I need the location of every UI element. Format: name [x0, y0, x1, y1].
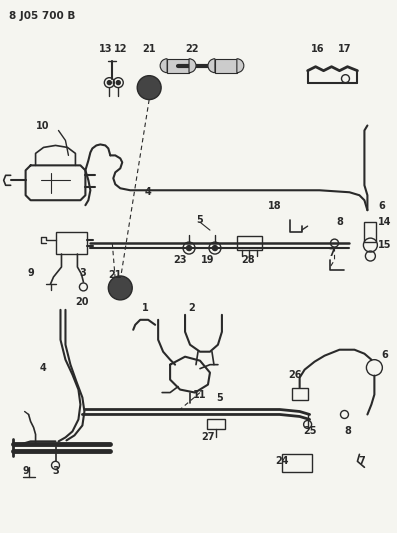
- Text: 24: 24: [275, 456, 289, 466]
- Text: 25: 25: [303, 426, 316, 437]
- Text: 4: 4: [39, 362, 46, 373]
- Text: 12: 12: [114, 44, 127, 54]
- Text: 4: 4: [145, 187, 152, 197]
- Text: 17: 17: [338, 44, 351, 54]
- Text: 14: 14: [378, 217, 391, 227]
- Bar: [282, 454, 312, 472]
- Text: 16: 16: [311, 44, 324, 54]
- Text: 13: 13: [98, 44, 112, 54]
- Text: 15: 15: [378, 240, 391, 250]
- Text: 23: 23: [173, 255, 187, 265]
- Bar: [237, 236, 262, 250]
- Text: 8: 8: [336, 217, 343, 227]
- Circle shape: [212, 246, 218, 251]
- Text: 20: 20: [76, 297, 89, 307]
- Text: 11: 11: [193, 390, 207, 400]
- Text: 6: 6: [378, 201, 385, 211]
- Bar: [215, 59, 237, 72]
- Bar: [292, 387, 308, 400]
- Bar: [207, 419, 225, 430]
- Circle shape: [137, 76, 161, 100]
- Text: 19: 19: [201, 255, 215, 265]
- Bar: [167, 59, 189, 72]
- Text: 5: 5: [197, 215, 203, 225]
- Text: 9: 9: [27, 268, 34, 278]
- Wedge shape: [208, 59, 215, 72]
- Text: 3: 3: [79, 268, 86, 278]
- Wedge shape: [237, 59, 244, 72]
- Text: 26: 26: [288, 369, 301, 379]
- Text: 8 J05 700 B: 8 J05 700 B: [9, 11, 75, 21]
- Text: 7: 7: [358, 456, 365, 466]
- Text: 9: 9: [22, 466, 29, 477]
- Bar: [56, 232, 87, 254]
- Text: 28: 28: [241, 255, 254, 265]
- Circle shape: [108, 276, 132, 300]
- Text: 18: 18: [268, 201, 281, 211]
- Bar: [364, 222, 376, 242]
- Wedge shape: [160, 59, 167, 72]
- Text: 5: 5: [216, 392, 223, 402]
- Wedge shape: [189, 59, 196, 72]
- Text: 21: 21: [108, 270, 122, 280]
- Text: 3: 3: [52, 466, 59, 477]
- Text: 10: 10: [36, 122, 49, 132]
- Text: 22: 22: [185, 44, 199, 54]
- Text: 1: 1: [142, 303, 148, 313]
- Text: 2: 2: [189, 303, 195, 313]
- Circle shape: [107, 80, 111, 85]
- Circle shape: [187, 246, 191, 251]
- Text: 7: 7: [328, 248, 335, 258]
- Text: 8: 8: [344, 426, 351, 437]
- Text: 27: 27: [201, 432, 215, 442]
- Text: 6: 6: [381, 350, 388, 360]
- Circle shape: [116, 80, 120, 85]
- Text: 21: 21: [143, 44, 156, 54]
